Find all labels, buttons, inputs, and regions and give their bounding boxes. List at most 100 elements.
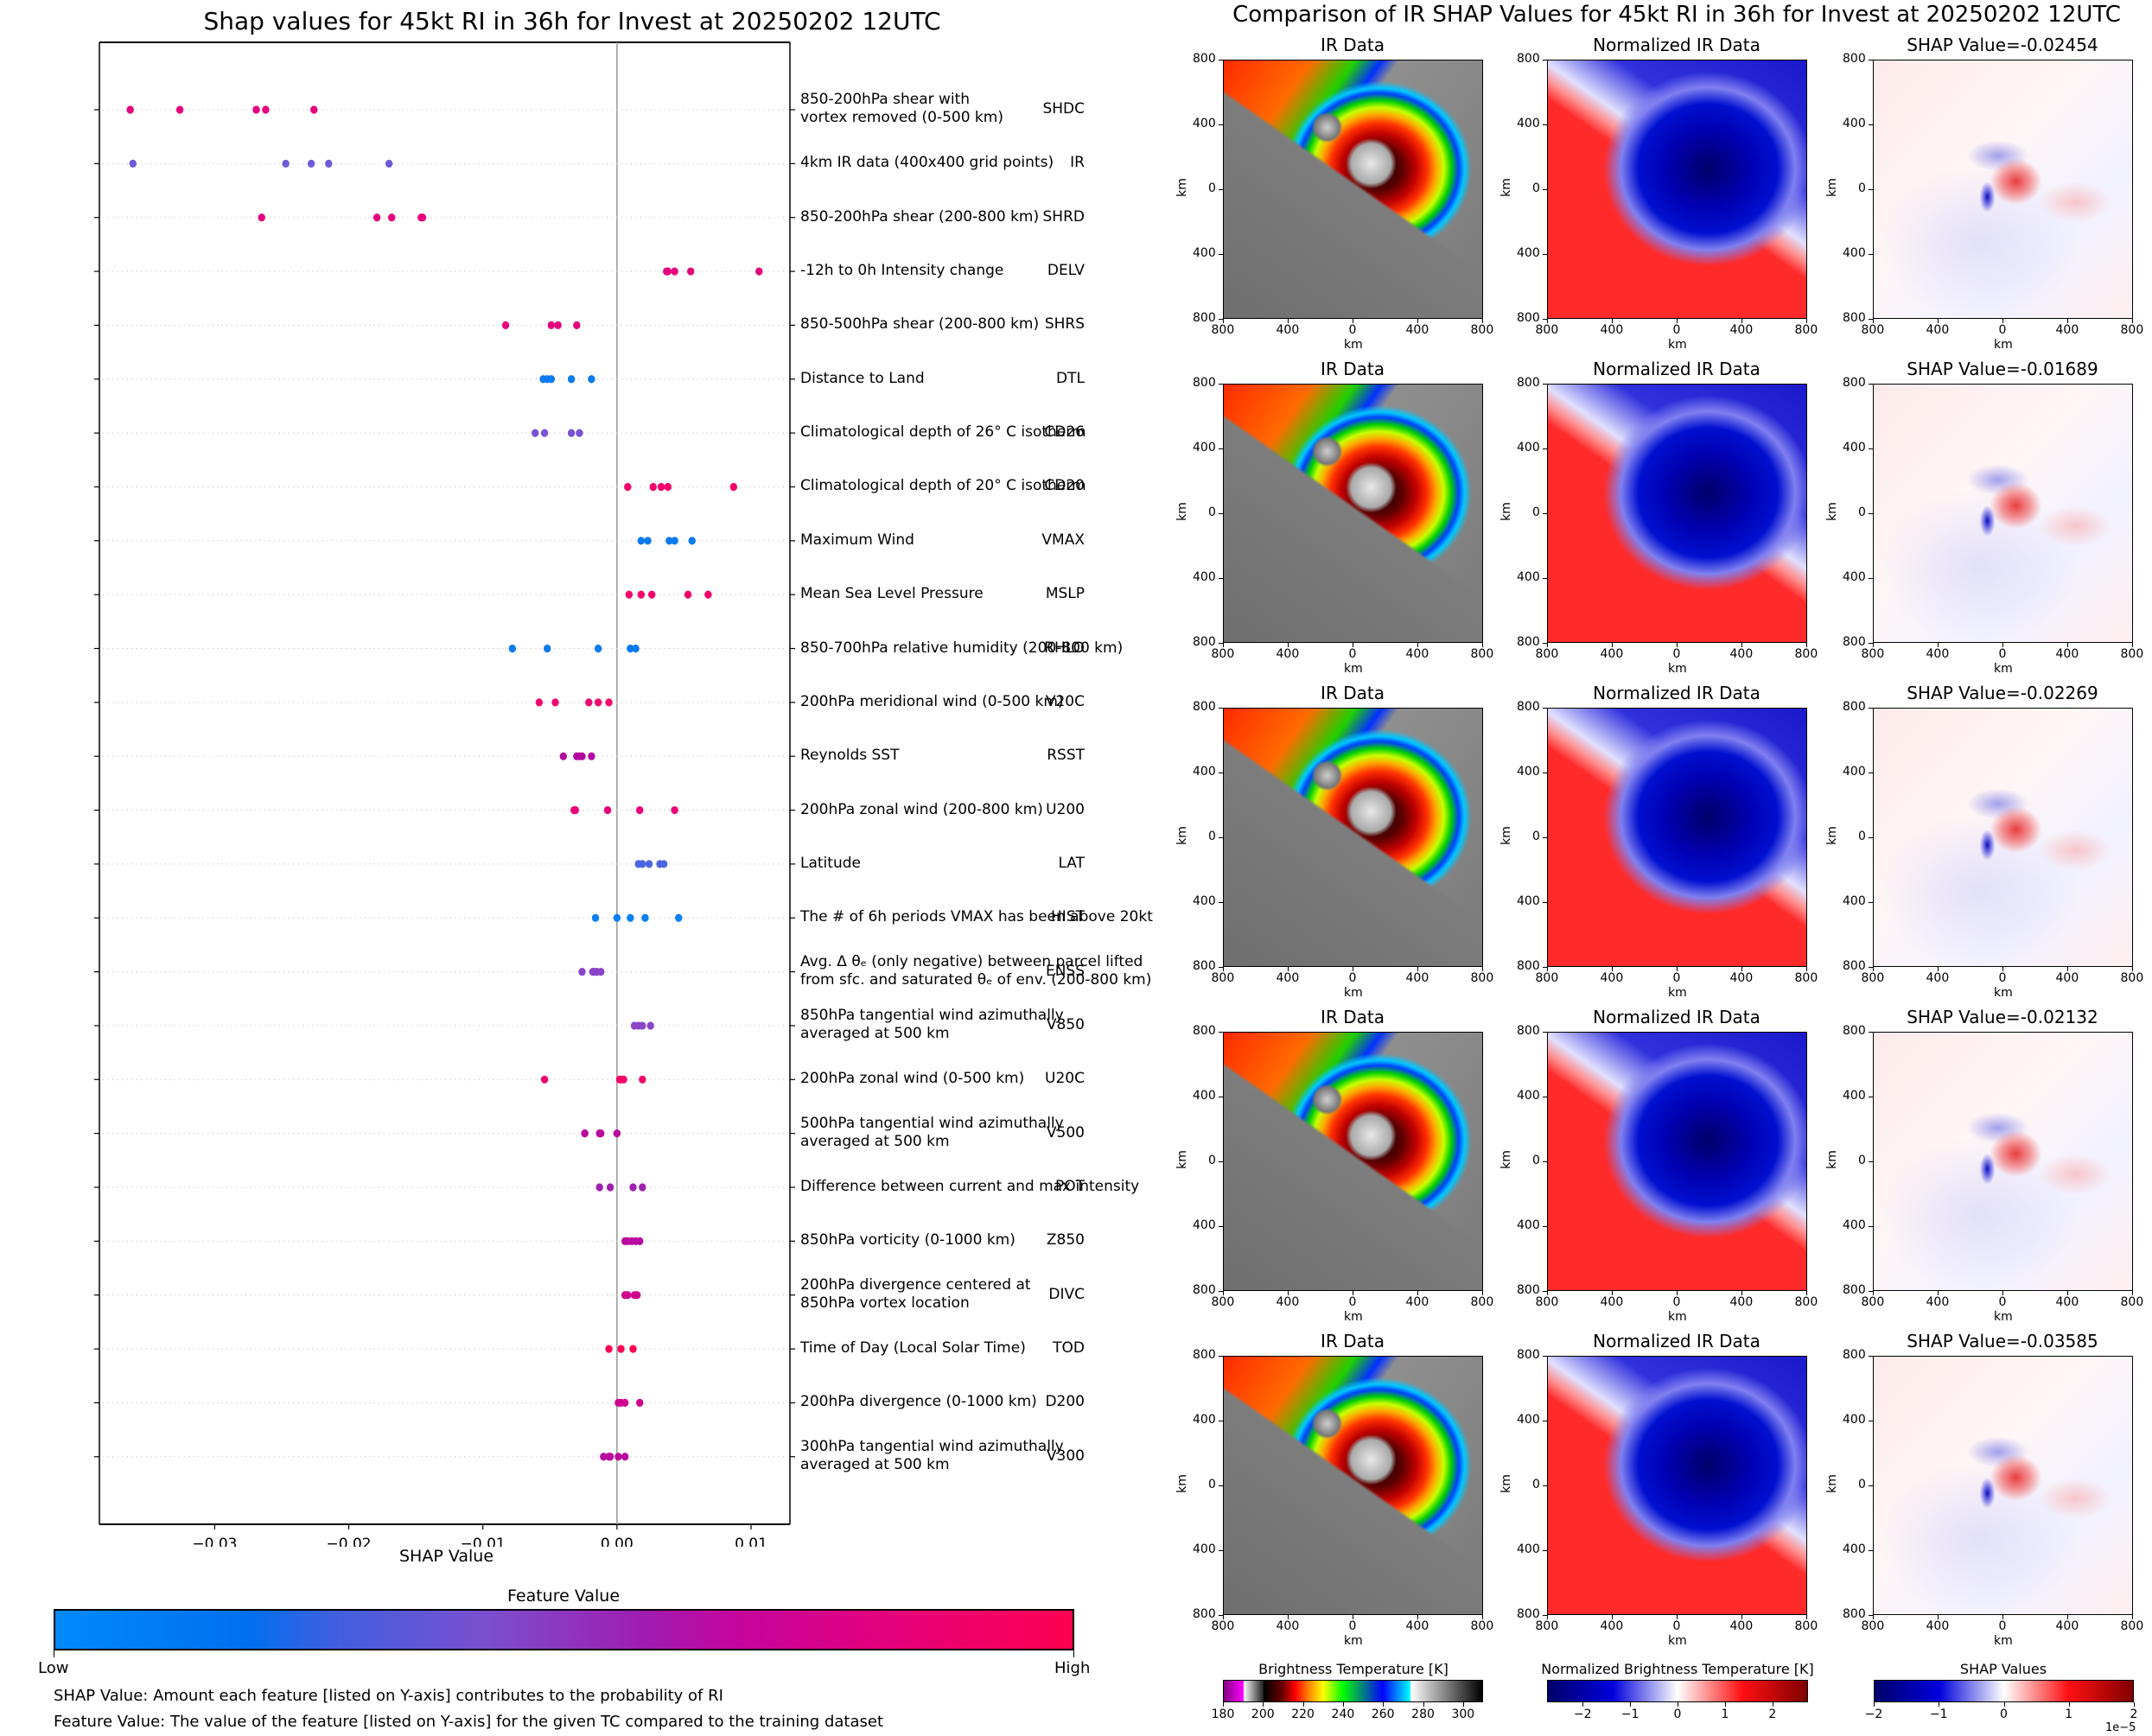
x-tick-label: 400 (2055, 971, 2079, 985)
data-point-divc (624, 1291, 632, 1300)
y-tick-label: 800 (1517, 52, 1540, 66)
x-tick-label: 400 (1926, 647, 1950, 661)
y-axis-label: km (1499, 1150, 1513, 1169)
colorbar-title: Feature Value (506, 1587, 621, 1606)
x-tick (2132, 319, 2133, 323)
data-point-vmax (688, 537, 696, 545)
x-tick (1288, 967, 1289, 971)
x-tick-label: 0 (1672, 1619, 1681, 1633)
data-point-rhlo (627, 644, 634, 653)
y-tick (1219, 124, 1223, 125)
x-tick-label: 400 (2055, 647, 2079, 661)
y-tick (1869, 1356, 1873, 1357)
x-tick (1547, 1291, 1548, 1295)
feature-description: 850-200hPa shear (200-800 km) (800, 208, 1039, 226)
feature-name: V300 (1046, 1447, 1085, 1465)
left-chart-title: Shap values for 45kt RI in 36h for Inves… (203, 7, 941, 35)
x-tick (1547, 967, 1548, 971)
y-tick-label: 400 (1517, 441, 1540, 455)
y-tick-label: 400 (1843, 1089, 1866, 1103)
y-tick-label: 400 (1843, 1413, 1866, 1427)
y-tick-label: 400 (1517, 117, 1540, 130)
x-tick-label: 400 (1276, 1619, 1300, 1633)
x-axis-label: km (1668, 1634, 1687, 1648)
ir-data-panel (1223, 384, 1483, 643)
y-tick (1219, 319, 1223, 320)
data-point-tod (629, 1345, 637, 1353)
data-point-cd26 (567, 429, 576, 437)
y-tick-label: 400 (1193, 1413, 1216, 1427)
x-tick-label: 800 (1470, 971, 1494, 985)
data-point-delv (664, 267, 672, 276)
x-tick (1223, 319, 1224, 323)
feature-description: 850hPa vorticity (0-1000 km) (800, 1231, 1016, 1250)
data-point-rhlo (508, 644, 517, 653)
y-tick-label: 400 (1517, 570, 1540, 584)
x-tick-label: 0 (1998, 971, 2007, 985)
data-point-v300 (614, 1453, 622, 1461)
x-axis-label: km (1994, 1310, 2013, 1324)
x-tick (1677, 643, 1678, 647)
y-axis-label: km (1175, 1150, 1189, 1169)
colorbar-tick (2068, 1702, 2070, 1707)
y-tick (1543, 189, 1547, 190)
x-tick (1223, 967, 1224, 971)
x-tick (1677, 319, 1678, 323)
y-tick-label: 800 (1517, 311, 1540, 325)
feature-name: VMAX (1041, 531, 1085, 549)
ir-data-panel (1223, 708, 1483, 967)
normalized-ir-title: Normalized IR Data (1593, 683, 1760, 703)
y-tick-label: 400 (1517, 1089, 1540, 1103)
data-point-delv (755, 267, 763, 276)
x-axis-label: SHAP Value (399, 1547, 494, 1566)
y-tick (1869, 384, 1873, 385)
y-tick-label: 400 (1193, 765, 1216, 779)
feature-description-line: Avg. Δ θₑ (only negative) between parcel… (800, 952, 1143, 970)
data-point-ir (325, 159, 333, 168)
x-tick-label: 800 (1470, 1619, 1494, 1633)
feature-name: MSLP (1045, 585, 1085, 603)
feature-name: SHRD (1042, 207, 1085, 226)
normalized-ir-panel (1547, 1032, 1807, 1291)
y-tick (1869, 643, 1873, 644)
y-tick (1543, 1550, 1547, 1551)
x-tick (2067, 1291, 2068, 1295)
feature-name: V500 (1046, 1123, 1085, 1141)
x-tick (1938, 1291, 1939, 1295)
data-point-enss (578, 968, 586, 976)
x-tick-label: 800 (1470, 647, 1494, 661)
y-tick (1219, 254, 1223, 255)
x-tick-label: 800 (1470, 1295, 1494, 1309)
x-tick (1223, 643, 1224, 647)
data-point-hist (641, 913, 649, 922)
x-tick-label: 0 (1998, 1295, 2007, 1309)
x-tick-label: 800 (2120, 647, 2144, 661)
x-tick-label: 0 (1348, 1295, 1357, 1309)
feature-name: TOD (1053, 1339, 1085, 1358)
data-point-dtl (547, 375, 556, 384)
data-point-v300 (606, 1453, 614, 1461)
x-tick (1612, 967, 1613, 971)
y-tick-label: 0 (1858, 181, 1866, 195)
x-tick-label: 800 (1794, 971, 1818, 985)
data-point-divc (633, 1291, 641, 1300)
x-tick-label: 800 (1861, 1619, 1885, 1633)
x-tick-label: 800 (1794, 1619, 1818, 1633)
x-tick (2132, 967, 2133, 971)
feature-name: IR (1070, 154, 1085, 172)
y-tick (1219, 384, 1223, 385)
x-tick (1938, 1615, 1939, 1619)
data-point-mslp (637, 590, 645, 599)
y-tick-label: 800 (1517, 1348, 1540, 1362)
y-tick (1543, 837, 1547, 838)
y-tick-label: 400 (1517, 1413, 1540, 1427)
x-tick (2002, 319, 2003, 323)
y-tick (1869, 189, 1873, 190)
data-point-u20c (620, 1075, 627, 1084)
y-tick-label: 400 (1517, 1218, 1540, 1232)
y-tick-label: 800 (1517, 959, 1540, 973)
data-point-hist (675, 913, 683, 922)
data-point-shrs (554, 321, 562, 329)
x-tick-label: 800 (2120, 971, 2144, 985)
colorbar-tick-label: 1 (2065, 1707, 2073, 1721)
